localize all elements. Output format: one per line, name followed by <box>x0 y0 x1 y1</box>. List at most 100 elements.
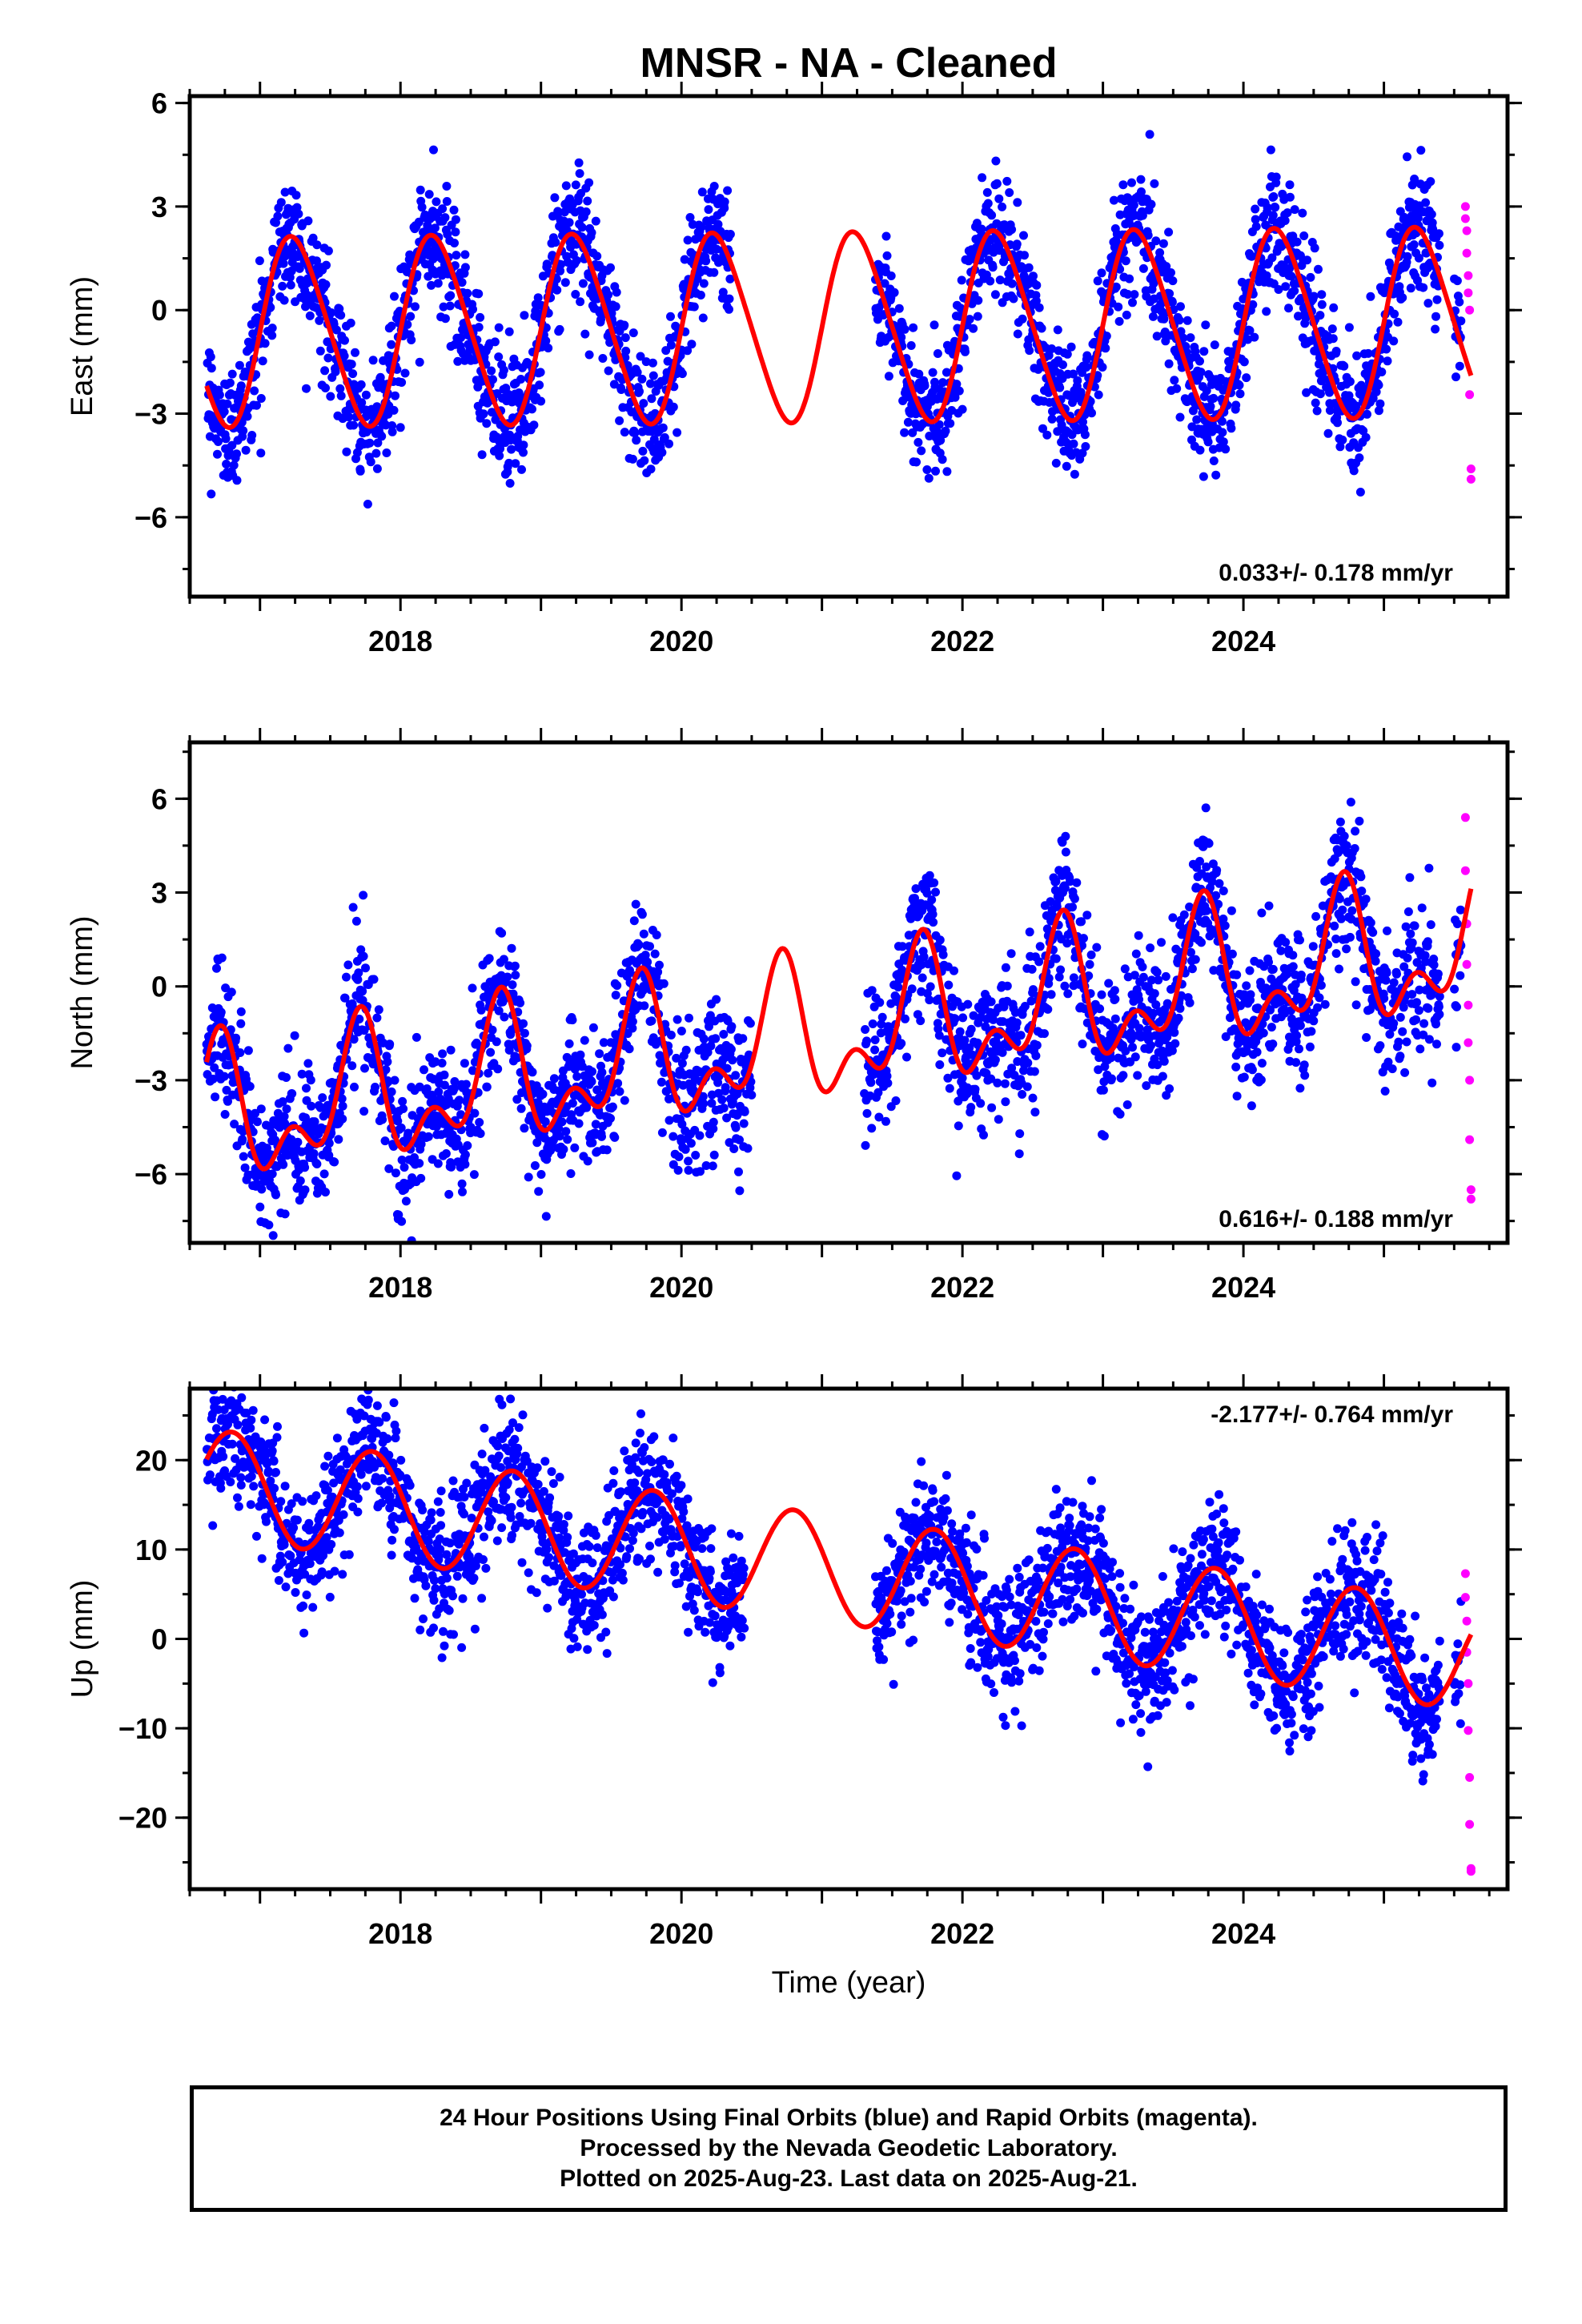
final-orbit-point <box>1146 199 1156 209</box>
final-orbit-point <box>322 260 331 270</box>
final-orbit-point <box>747 1090 757 1100</box>
final-orbit-point <box>1267 1023 1276 1032</box>
final-orbit-point <box>544 344 553 353</box>
final-orbit-point <box>708 1161 717 1171</box>
final-orbit-point <box>1331 347 1341 356</box>
final-orbit-point <box>1007 225 1017 235</box>
final-orbit-point <box>334 1135 343 1144</box>
final-orbit-point <box>287 1089 297 1099</box>
final-orbit-point <box>1032 280 1042 290</box>
final-orbit-point <box>476 1005 486 1015</box>
final-orbit-point <box>938 950 948 959</box>
final-orbit-point <box>560 278 570 287</box>
final-orbit-point <box>457 278 467 287</box>
final-orbit-point <box>1121 1046 1130 1055</box>
final-orbit-point <box>934 1031 944 1040</box>
final-orbit-point <box>396 1123 406 1132</box>
final-orbit-point <box>219 1072 229 1081</box>
final-orbit-point <box>283 1043 293 1053</box>
final-orbit-point <box>738 1034 748 1043</box>
final-orbit-point <box>561 1127 571 1136</box>
final-orbit-point <box>416 1173 426 1183</box>
final-orbit-point <box>1161 336 1170 346</box>
final-orbit-point <box>294 209 303 219</box>
final-orbit-point <box>1307 1027 1316 1036</box>
final-orbit-point <box>403 320 412 329</box>
final-orbit-point <box>990 1055 1000 1064</box>
final-orbit-point <box>214 437 223 446</box>
final-orbit-point <box>722 1063 732 1073</box>
final-orbit-point <box>1220 921 1230 931</box>
final-orbit-point <box>1328 334 1338 344</box>
final-orbit-point <box>511 971 520 980</box>
final-orbit-point <box>655 960 664 970</box>
final-orbit-point <box>470 1108 480 1118</box>
final-orbit-point <box>1142 1081 1151 1091</box>
final-orbit-point <box>522 1041 532 1051</box>
final-orbit-point <box>1217 416 1227 426</box>
final-orbit-point <box>1435 240 1444 250</box>
final-orbit-point <box>432 197 441 207</box>
final-orbit-point <box>349 420 359 430</box>
final-orbit-point <box>278 1097 287 1107</box>
y-tick-label: 0 <box>151 294 167 327</box>
final-orbit-point <box>1301 313 1311 323</box>
final-orbit-point <box>484 954 494 963</box>
final-orbit-point <box>1060 981 1070 991</box>
final-orbit-point <box>1151 1000 1161 1010</box>
final-orbit-point <box>444 1189 454 1199</box>
final-orbit-point <box>699 1099 709 1108</box>
final-orbit-point <box>1125 274 1134 283</box>
final-orbit-point <box>557 1117 567 1127</box>
x-tick-label: 2018 <box>368 625 432 657</box>
final-orbit-point <box>256 448 266 458</box>
final-orbit-point <box>215 390 224 400</box>
final-orbit-point <box>1109 195 1118 205</box>
final-orbit-point <box>1029 985 1038 995</box>
final-orbit-point <box>628 1017 637 1027</box>
final-orbit-point <box>556 259 565 269</box>
final-orbit-point <box>1246 990 1255 999</box>
final-orbit-point <box>561 181 571 191</box>
final-orbit-point <box>446 1045 456 1055</box>
final-orbit-point <box>1138 211 1147 220</box>
final-orbit-point <box>1262 271 1271 280</box>
final-orbit-point <box>212 963 221 973</box>
final-orbit-point <box>302 384 311 393</box>
final-orbit-point <box>507 444 516 454</box>
final-orbit-point <box>1061 831 1070 841</box>
final-orbit-point <box>1101 344 1110 353</box>
final-orbit-point <box>482 419 492 428</box>
final-orbit-point <box>615 1087 624 1096</box>
final-orbit-point <box>361 390 371 400</box>
final-orbit-point <box>1150 179 1159 188</box>
final-orbit-point <box>632 436 641 445</box>
final-orbit-point <box>992 179 1002 188</box>
final-orbit-point <box>1110 986 1119 995</box>
final-orbit-point <box>1179 910 1189 919</box>
final-orbit-point <box>295 263 304 273</box>
final-orbit-point <box>524 1172 533 1182</box>
final-orbit-point <box>494 352 504 362</box>
final-orbit-point <box>331 367 340 376</box>
final-orbit-point <box>1291 979 1300 989</box>
final-orbit-point <box>684 1156 693 1166</box>
final-orbit-point <box>389 405 399 415</box>
final-orbit-point <box>1077 917 1086 927</box>
final-orbit-point <box>406 312 416 321</box>
final-orbit-point <box>446 291 456 300</box>
final-orbit-point <box>340 993 350 1003</box>
final-orbit-point <box>363 500 372 509</box>
final-orbit-point <box>1085 959 1094 969</box>
final-orbit-point <box>1081 442 1090 451</box>
final-orbit-point <box>1007 1063 1017 1073</box>
final-orbit-point <box>243 1046 253 1055</box>
final-orbit-point <box>230 1120 239 1129</box>
final-orbit-point <box>508 989 518 999</box>
final-orbit-point <box>319 1169 329 1179</box>
final-orbit-point <box>1361 432 1371 442</box>
final-orbit-point <box>1302 388 1311 397</box>
final-orbit-point <box>1427 210 1436 219</box>
final-orbit-point <box>1020 1002 1030 1011</box>
plot-frame <box>187 94 1510 599</box>
